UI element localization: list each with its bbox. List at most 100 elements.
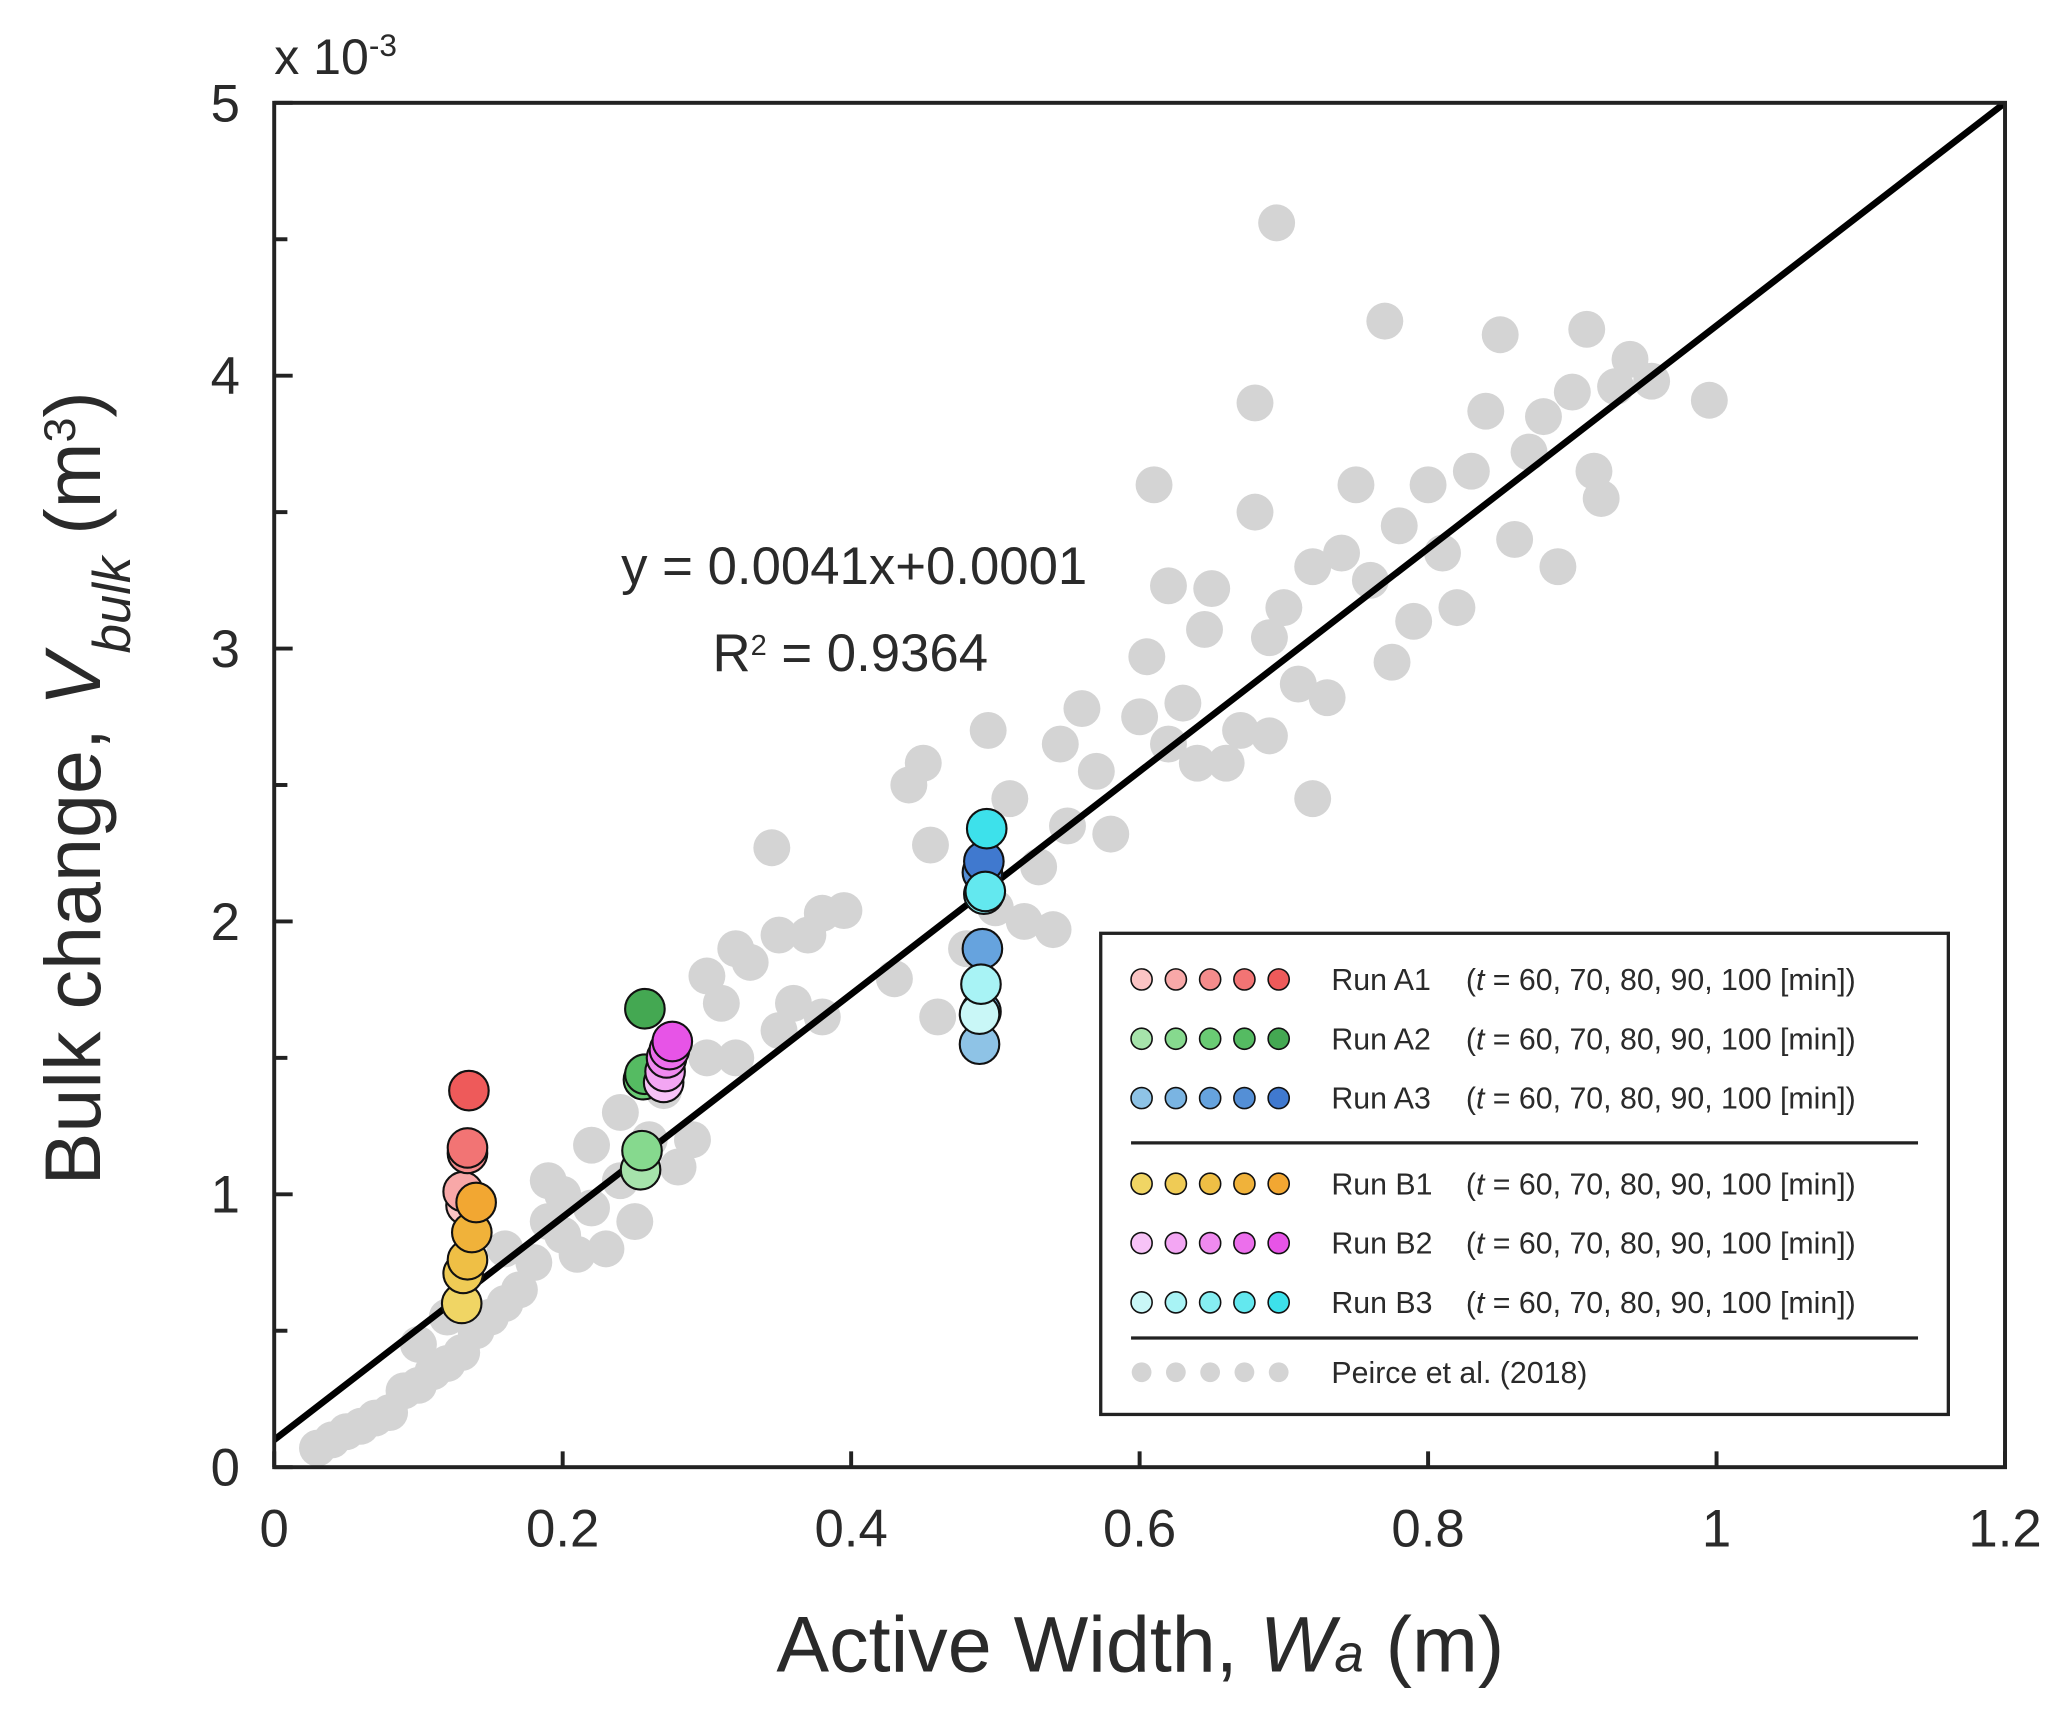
r2-exp: 2 xyxy=(751,630,767,662)
fit-line xyxy=(274,102,2006,1443)
data-point xyxy=(1337,466,1375,504)
axis-multiplier: x 10-3 xyxy=(274,27,397,85)
fit-equation: y = 0.0041x+0.0001 xyxy=(621,537,1087,596)
data-point xyxy=(1092,815,1130,853)
legend-swatch xyxy=(1130,1231,1153,1255)
legend-swatch xyxy=(1233,1291,1256,1314)
legend-swatch xyxy=(1233,1027,1256,1051)
data-point xyxy=(1690,381,1728,419)
legend-note: (t = 60, 70, 80, 90, 100 [min]) xyxy=(1466,1083,1856,1116)
data-point xyxy=(587,1230,625,1268)
data-point xyxy=(753,829,791,867)
legend-swatch xyxy=(1198,1231,1222,1255)
legend-swatch xyxy=(1267,1291,1291,1314)
legend-swatch xyxy=(1130,968,1153,991)
data-point xyxy=(1510,433,1548,471)
data-point xyxy=(702,984,740,1022)
data-point xyxy=(1409,466,1447,504)
data-point xyxy=(446,1127,489,1169)
data-point xyxy=(1294,548,1332,586)
y-title-var: V xyxy=(28,647,117,706)
data-point xyxy=(544,1175,582,1213)
data-point xyxy=(875,960,913,998)
x-title-unit: (m) xyxy=(1364,1599,1505,1688)
legend-note-rest: = 60, 70, 80, 90, 100 [min]) xyxy=(1484,1083,1855,1116)
legend-note: (t = 60, 70, 80, 90, 100 [min]) xyxy=(1466,964,1856,997)
data-point xyxy=(1135,466,1173,504)
legend-note-var: t xyxy=(1476,1168,1486,1201)
x-title-var: W xyxy=(1260,1599,1341,1688)
data-point xyxy=(1279,665,1317,703)
legend-note-var: t xyxy=(1476,1228,1486,1261)
legend-swatch xyxy=(1130,1291,1153,1314)
y-title-exp: 3 xyxy=(35,418,85,443)
legend-swatch xyxy=(1198,968,1222,991)
legend-label: Run B2 xyxy=(1331,1228,1432,1261)
data-point xyxy=(1294,780,1332,818)
data-point xyxy=(904,744,942,782)
data-point xyxy=(1077,752,1115,790)
data-point xyxy=(1236,384,1274,422)
x-tick-label: 0.8 xyxy=(1391,1499,1464,1558)
legend-swatch xyxy=(1267,1086,1291,1110)
legend-swatch xyxy=(1233,1172,1256,1196)
y-axis-title: Bulk change, Vbulk (m3) xyxy=(28,391,142,1185)
y-tick-label: 0 xyxy=(211,1439,240,1498)
data-point xyxy=(1452,452,1490,490)
legend-swatch xyxy=(1234,1362,1255,1383)
legend-note-rest: = 60, 70, 80, 90, 100 [min]) xyxy=(1484,1287,1855,1320)
legend-swatch xyxy=(1267,1172,1291,1196)
data-point xyxy=(616,1203,654,1241)
legend-label: Run A3 xyxy=(1331,1083,1430,1116)
y-tick-label: 2 xyxy=(211,893,240,952)
data-point xyxy=(960,963,1002,1006)
data-point xyxy=(774,984,812,1022)
data-point xyxy=(1539,548,1577,586)
legend-swatch xyxy=(1164,1291,1188,1314)
legend-label: Run B1 xyxy=(1331,1168,1432,1201)
fit-r2: R2 = 0.9364 xyxy=(712,624,988,683)
y-tick-label: 4 xyxy=(211,347,240,406)
legend-swatch xyxy=(1164,1231,1188,1255)
legend-note-open: ( xyxy=(1466,964,1476,997)
data-point xyxy=(1568,310,1606,348)
legend-swatch xyxy=(1233,1086,1256,1110)
data-point xyxy=(919,998,957,1036)
legend-note: (t = 60, 70, 80, 90, 100 [min]) xyxy=(1466,1168,1856,1201)
data-point xyxy=(1553,373,1591,411)
x-tick-label: 0.6 xyxy=(1103,1499,1176,1558)
legend-note-open: ( xyxy=(1466,1083,1476,1116)
data-point xyxy=(659,1148,697,1186)
data-point xyxy=(601,1093,639,1131)
legend-swatch xyxy=(1200,1362,1221,1383)
legend-swatch xyxy=(1130,1027,1153,1051)
legend-swatch xyxy=(1131,1362,1152,1383)
r2-rest: = 0.9364 xyxy=(767,624,988,683)
legend-swatch xyxy=(1164,1086,1188,1110)
multiplier-exp: -3 xyxy=(369,27,397,63)
data-point xyxy=(912,826,949,864)
legend-swatch xyxy=(1233,968,1256,991)
data-point xyxy=(1236,493,1274,531)
legend-note-var: t xyxy=(1476,964,1486,997)
plot-area xyxy=(274,102,2006,1467)
y-tick-label: 5 xyxy=(211,74,240,133)
data-point xyxy=(965,807,1008,850)
data-point xyxy=(573,1126,610,1164)
data-point xyxy=(1186,611,1223,648)
data-point xyxy=(1193,570,1231,607)
legend-note-rest: = 60, 70, 80, 90, 100 [min]) xyxy=(1484,1228,1855,1261)
legend-swatch xyxy=(1198,1086,1222,1110)
legend-swatch xyxy=(1164,1172,1188,1196)
legend-note-open: ( xyxy=(1466,1228,1476,1261)
data-point xyxy=(1250,619,1288,657)
legend-note: (t = 60, 70, 80, 90, 100 [min]) xyxy=(1466,1287,1856,1320)
legend-swatch xyxy=(1198,1291,1222,1314)
legend-note-open: ( xyxy=(1466,1023,1476,1056)
r2-base: R xyxy=(712,624,750,683)
data-point xyxy=(1250,717,1288,755)
data-point xyxy=(1308,679,1346,717)
x-title-text: Active Width, xyxy=(776,1599,1259,1688)
